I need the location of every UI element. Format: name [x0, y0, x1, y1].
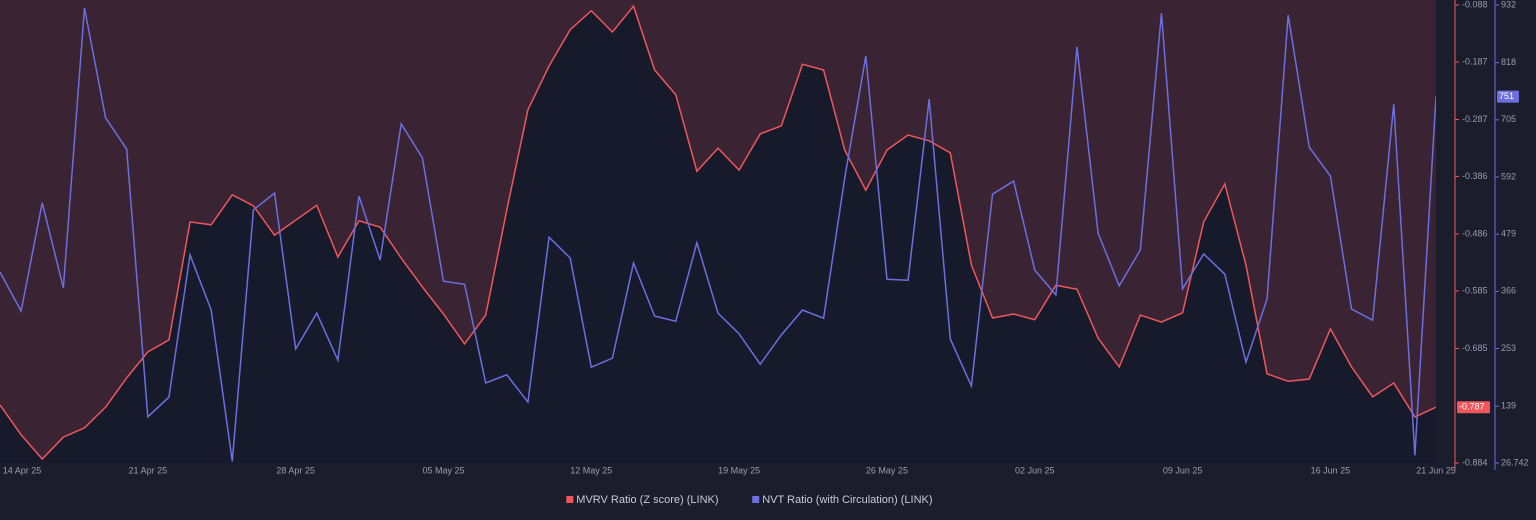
x-tick-label: 05 May 25 — [422, 465, 464, 475]
value-badge-label: -0.787 — [1459, 402, 1485, 412]
y-tick-label: -0.884 — [1462, 457, 1488, 467]
value-badge — [1497, 90, 1519, 103]
x-tick-label: 16 Jun 25 — [1311, 465, 1351, 475]
x-tick-label: 09 Jun 25 — [1163, 465, 1203, 475]
x-tick-label: 12 May 25 — [570, 465, 612, 475]
y-tick-label: -0.486 — [1462, 228, 1488, 238]
value-badge — [1457, 401, 1490, 414]
legend-swatch — [566, 496, 574, 503]
x-tick-label: 21 Jun 25 — [1416, 465, 1456, 475]
area-fill — [0, 6, 1436, 463]
y2-tick-label: 932 — [1501, 0, 1516, 9]
legend-label: NVT Ratio (with Circulation) (LINK) — [762, 494, 932, 506]
y2-tick-label: 705 — [1501, 114, 1516, 124]
y-tick-label: -0.685 — [1462, 343, 1488, 353]
y-tick-label: -0.386 — [1462, 171, 1488, 181]
x-tick-label: 19 May 25 — [718, 465, 760, 475]
y-tick-label: -0.585 — [1462, 285, 1488, 295]
y2-tick-label: 592 — [1501, 171, 1516, 181]
y-tick-label: -0.088 — [1462, 0, 1488, 9]
y2-tick-label: 366 — [1501, 286, 1516, 296]
series-line — [0, 4, 1437, 461]
axis-panel — [1436, 0, 1536, 470]
x-tick-label: 28 Apr 25 — [276, 465, 315, 475]
y2-tick-label: 26.742 — [1501, 457, 1529, 467]
y-tick-label: -0.187 — [1462, 56, 1488, 66]
y-tick-label: -0.287 — [1462, 114, 1488, 124]
y2-tick-label: 818 — [1501, 57, 1516, 67]
x-tick-label: 14 Apr 25 — [3, 465, 42, 475]
legend-label: MVRV Ratio (Z score) (LINK) — [576, 494, 718, 506]
series-line — [0, 7, 1437, 462]
x-tick-label: 02 Jun 25 — [1015, 465, 1055, 475]
y2-tick-label: 253 — [1501, 343, 1516, 353]
value-badge-label: 751 — [1499, 91, 1514, 101]
x-tick-label: 21 Apr 25 — [129, 465, 168, 475]
y2-tick-label: 479 — [1501, 229, 1516, 239]
x-tick-label: 26 May 25 — [866, 465, 908, 475]
y2-tick-label: 139 — [1501, 401, 1516, 411]
legend-swatch — [752, 496, 760, 503]
